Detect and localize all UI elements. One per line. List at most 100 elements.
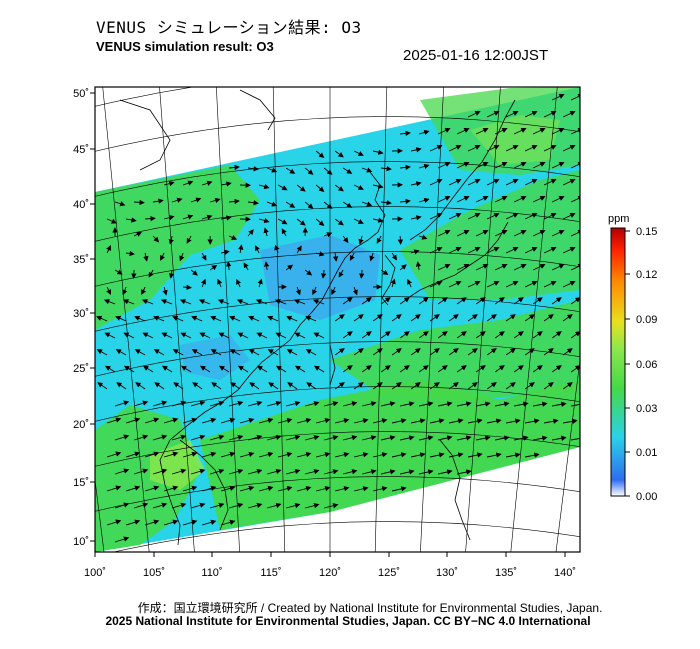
wind-arrow <box>467 314 478 322</box>
wind-arrow <box>201 252 207 261</box>
wind-arrow <box>148 269 154 278</box>
wind-arrow <box>286 315 298 322</box>
wind-arrow <box>524 178 538 186</box>
wind-arrow <box>152 434 168 441</box>
wind-arrow <box>590 163 602 169</box>
wind-arrow <box>182 214 194 220</box>
timestamp: 2025-01-16 12:00JST <box>403 47 549 64</box>
wind-arrow <box>277 218 288 225</box>
wind-arrow <box>562 110 576 118</box>
wind-arrow <box>229 349 241 356</box>
lat-tick-label: 10˚ <box>73 536 89 548</box>
wind-arrow <box>332 252 339 262</box>
wind-arrow <box>361 401 377 407</box>
lon-tick-label: 130˚ <box>436 567 458 579</box>
wind-arrow <box>266 434 282 441</box>
wind-arrow <box>323 469 339 475</box>
wind-arrow <box>456 297 467 305</box>
wind-arrow <box>239 485 255 492</box>
wind-arrow <box>582 180 594 186</box>
wind-arrow <box>201 180 213 186</box>
wind-arrow <box>353 218 364 224</box>
wind-arrow <box>320 269 327 279</box>
wind-arrow <box>199 365 211 373</box>
wind-arrow <box>486 110 500 118</box>
wind-arrow <box>200 278 206 288</box>
wind-arrow <box>456 263 470 271</box>
wind-arrow <box>391 382 402 390</box>
wind-arrow <box>106 218 118 224</box>
wind-arrow <box>505 178 519 186</box>
wind-arrow <box>141 286 146 296</box>
lat-tick-label: 40˚ <box>73 199 89 211</box>
wind-arrow <box>296 417 312 424</box>
wind-arrow <box>141 299 154 305</box>
lat-tick-label: 35˚ <box>73 254 89 266</box>
colorbar: ppm 0.15 0.12 0.09 0.06 0.03 0.01 0.00 <box>608 213 657 503</box>
wind-arrow <box>220 485 236 492</box>
wind-arrow <box>582 248 594 254</box>
wind-arrow <box>256 365 268 373</box>
wind-arrow <box>429 144 443 152</box>
wind-arrow <box>582 214 594 220</box>
wind-arrow <box>590 197 602 203</box>
wind-arrow <box>524 212 538 220</box>
wind-arrow <box>201 417 217 424</box>
wind-arrow <box>277 485 293 492</box>
wind-arrow <box>122 286 128 296</box>
wind-arrow <box>418 365 429 373</box>
wind-arrow <box>266 468 282 475</box>
wind-arrow <box>161 365 173 373</box>
wind-arrow <box>315 486 331 492</box>
wind-arrow <box>437 263 451 271</box>
map-content <box>95 87 602 552</box>
wind-arrow <box>334 150 344 158</box>
wind-arrow <box>153 315 165 322</box>
wind-arrow <box>487 452 502 458</box>
wind-arrow <box>532 229 546 237</box>
wind-arrow <box>429 246 443 254</box>
wind-arrow <box>209 502 225 509</box>
wind-arrow <box>513 331 524 339</box>
wind-arrow <box>220 417 236 424</box>
wind-arrow <box>305 315 317 322</box>
wind-arrow <box>152 468 168 475</box>
wind-arrow <box>123 365 135 373</box>
wind-arrow <box>353 486 369 492</box>
wind-arrow <box>338 269 344 278</box>
colorbar-unit: ppm <box>608 213 629 225</box>
wind-arrow <box>376 235 382 244</box>
wind-arrow <box>106 286 112 296</box>
wind-arrow <box>342 435 358 441</box>
wind-arrow <box>153 198 164 204</box>
wind-arrow <box>125 519 141 526</box>
wind-arrow <box>391 314 402 322</box>
wind-arrow <box>160 252 165 261</box>
wind-arrow <box>180 332 192 339</box>
wind-arrow <box>315 184 325 192</box>
wind-arrow <box>532 263 546 271</box>
wind-arrow <box>210 349 222 356</box>
wind-arrow <box>582 349 591 355</box>
wind-arrow <box>237 365 249 373</box>
wind-arrow <box>198 299 211 305</box>
wind-arrow <box>247 468 263 475</box>
wind-arrow <box>209 434 225 441</box>
wind-arrow <box>135 382 146 390</box>
wind-arrow <box>372 348 383 356</box>
wind-arrow <box>313 332 325 339</box>
wind-arrow <box>391 418 407 424</box>
wind-arrow <box>258 183 270 190</box>
lat-tick-label: 20˚ <box>73 419 89 431</box>
wind-arrow <box>162 286 168 296</box>
wind-arrow <box>228 234 238 240</box>
wind-arrow <box>457 469 472 475</box>
wind-arrow <box>190 502 206 509</box>
wind-arrow <box>152 235 160 243</box>
wind-arrow <box>114 201 126 207</box>
wind-arrow <box>342 469 358 475</box>
wind-arrow <box>400 130 411 137</box>
wind-arrow <box>524 382 535 390</box>
wind-arrow <box>513 365 524 373</box>
wind-arrow <box>532 331 543 339</box>
